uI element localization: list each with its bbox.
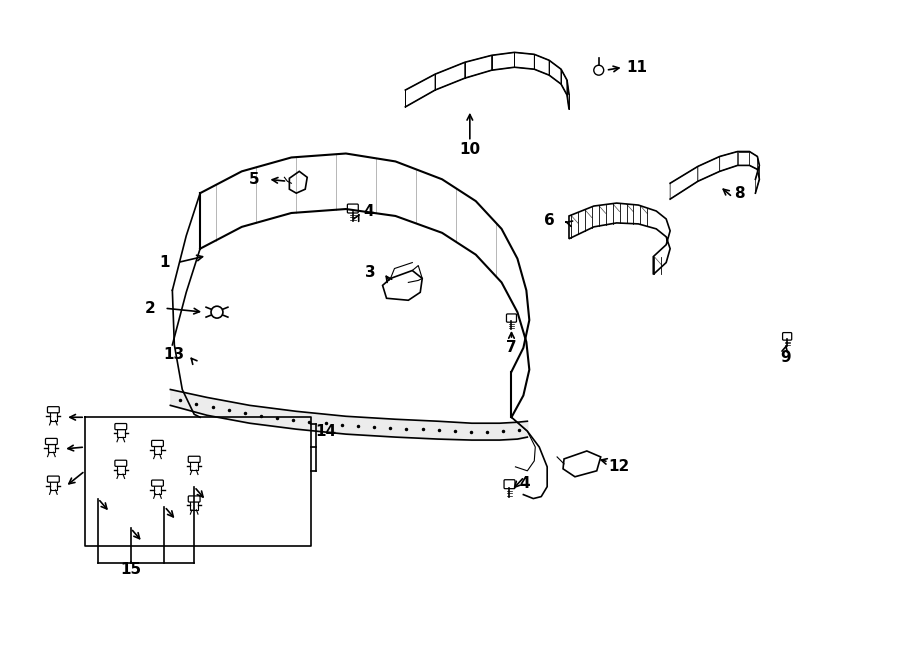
Polygon shape <box>698 157 720 181</box>
Text: 4: 4 <box>519 476 530 491</box>
Circle shape <box>211 306 223 318</box>
Polygon shape <box>117 465 124 474</box>
FancyBboxPatch shape <box>151 440 164 447</box>
Polygon shape <box>563 451 600 477</box>
Polygon shape <box>670 167 698 199</box>
Polygon shape <box>50 412 58 420</box>
Polygon shape <box>720 151 738 171</box>
Text: 11: 11 <box>626 59 647 75</box>
Text: 1: 1 <box>159 255 170 270</box>
Text: 2: 2 <box>145 301 156 316</box>
Text: 8: 8 <box>734 186 745 201</box>
FancyBboxPatch shape <box>504 480 515 488</box>
Text: 7: 7 <box>506 340 517 356</box>
Polygon shape <box>405 74 435 107</box>
Polygon shape <box>515 52 535 69</box>
Polygon shape <box>738 151 750 165</box>
Polygon shape <box>50 481 58 490</box>
Text: 4: 4 <box>364 204 374 219</box>
Polygon shape <box>191 501 198 510</box>
Text: 14: 14 <box>316 424 337 439</box>
Polygon shape <box>535 54 549 75</box>
FancyBboxPatch shape <box>783 332 792 340</box>
Polygon shape <box>569 203 670 274</box>
FancyBboxPatch shape <box>188 496 200 502</box>
Polygon shape <box>549 60 561 84</box>
Text: 6: 6 <box>544 214 554 229</box>
Text: 12: 12 <box>608 459 629 475</box>
Text: 3: 3 <box>365 265 376 280</box>
Polygon shape <box>382 270 422 300</box>
Text: 15: 15 <box>120 563 141 578</box>
FancyBboxPatch shape <box>48 476 59 483</box>
Text: 13: 13 <box>164 347 184 362</box>
Polygon shape <box>491 52 515 70</box>
Text: 9: 9 <box>779 350 790 366</box>
FancyBboxPatch shape <box>151 480 164 486</box>
Polygon shape <box>154 485 161 494</box>
FancyBboxPatch shape <box>46 438 58 445</box>
Polygon shape <box>567 80 569 109</box>
Polygon shape <box>191 461 198 470</box>
Polygon shape <box>435 62 465 90</box>
Polygon shape <box>154 446 161 454</box>
Polygon shape <box>561 69 567 95</box>
Text: 10: 10 <box>459 142 481 157</box>
Circle shape <box>594 65 604 75</box>
Polygon shape <box>117 429 124 438</box>
FancyBboxPatch shape <box>347 204 358 213</box>
FancyBboxPatch shape <box>115 460 127 467</box>
FancyBboxPatch shape <box>48 407 59 413</box>
Text: 5: 5 <box>248 172 259 187</box>
Polygon shape <box>48 444 55 452</box>
Polygon shape <box>758 157 760 179</box>
Polygon shape <box>755 165 760 193</box>
Polygon shape <box>290 171 307 193</box>
Polygon shape <box>750 151 758 169</box>
Polygon shape <box>465 56 491 78</box>
FancyBboxPatch shape <box>507 314 517 322</box>
FancyBboxPatch shape <box>188 456 200 463</box>
FancyBboxPatch shape <box>115 424 127 430</box>
